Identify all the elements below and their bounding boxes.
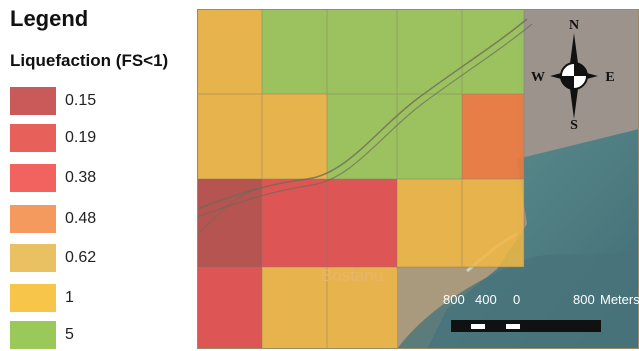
map-view[interactable]: Bostanu N S W E 800 400 0 800 Meters (197, 9, 639, 349)
grid-lines (197, 9, 525, 349)
compass-w: W (531, 70, 545, 85)
legend-label: 0.38 (65, 169, 97, 186)
grid-cell (197, 179, 262, 267)
legend-item: 0.19 (10, 124, 190, 154)
grid-cell (262, 94, 327, 179)
grid-cell (397, 9, 462, 94)
legend-item: 0.15 (10, 87, 190, 117)
grid-cell (327, 9, 397, 94)
grid-cell (262, 267, 327, 349)
compass-e: E (605, 70, 614, 85)
grid-cell (197, 267, 262, 349)
legend-label: 0.62 (65, 249, 97, 266)
legend-swatch (10, 87, 56, 115)
legend-swatch (10, 124, 56, 152)
legend-subtitle: Liquefaction (FS<1) (10, 51, 169, 70)
scale-bar-graphic (451, 320, 601, 332)
grid-cell (462, 9, 524, 94)
compass-rose: N S W E (530, 15, 618, 135)
legend-swatch (10, 244, 56, 272)
legend-title: Legend (10, 6, 89, 31)
legend-label: 5 (65, 326, 74, 343)
legend-label: 1 (65, 289, 74, 306)
compass-n: N (569, 18, 579, 33)
grid-cell (197, 94, 262, 179)
scale-bar: 800 400 0 800 Meters (443, 292, 639, 342)
legend-swatch (10, 205, 56, 233)
legend-label: 0.15 (65, 92, 97, 109)
grid-cell (327, 179, 397, 267)
grid-cell (262, 9, 327, 94)
hazard-grid (197, 9, 524, 349)
legend-item: 0.38 (10, 164, 190, 194)
legend-item: 0.62 (10, 244, 190, 274)
legend-item: 1 (10, 284, 190, 314)
legend-label: 0.19 (65, 129, 97, 146)
legend-panel: Legend Liquefaction (FS<1) 0.15 0.19 0.3… (0, 0, 197, 349)
legend-item: 0.48 (10, 205, 190, 235)
legend-label: 0.48 (65, 210, 97, 227)
grid-cell (397, 94, 462, 179)
compass-s: S (570, 118, 578, 133)
legend-swatch (10, 164, 56, 192)
place-label: Bostanu (321, 266, 384, 285)
legend-swatch (10, 284, 56, 312)
grid-cell (462, 179, 524, 267)
grid-cell (262, 179, 327, 267)
grid-cell (397, 179, 462, 267)
compass-icon: N S W E (531, 18, 615, 133)
scale-unit: Meters (600, 292, 639, 307)
legend-item: 5 (10, 321, 190, 351)
grid-cell (327, 94, 397, 179)
road-line (197, 188, 258, 235)
scale-tick-label: 400 (475, 292, 497, 307)
legend-swatch (10, 321, 56, 349)
grid-cell (462, 94, 524, 179)
grid-cell (197, 9, 262, 94)
road-line (197, 23, 533, 218)
scale-tick-label: 800 (443, 292, 465, 307)
grid-cell (327, 267, 397, 349)
scale-tick-label: 0 (513, 292, 521, 307)
scale-tick-label: 800 (573, 292, 595, 307)
